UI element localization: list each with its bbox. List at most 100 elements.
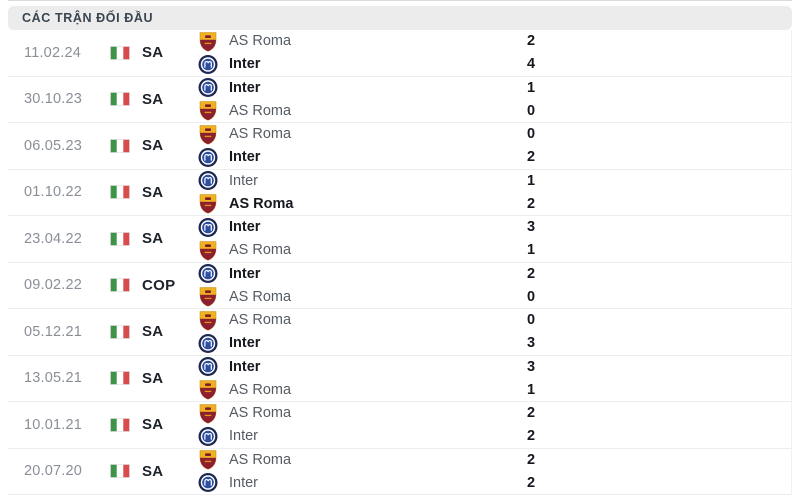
team-row-bottom: AS Roma <box>198 193 498 214</box>
italy-flag-icon <box>110 232 130 246</box>
italy-flag-icon <box>110 371 130 385</box>
team-name: Inter <box>229 474 259 491</box>
team-name: Inter <box>229 172 259 189</box>
score-column: 2 4 <box>527 30 551 76</box>
match-row[interactable]: 09.02.22 COP Inter AS Roma 2 0 <box>8 262 791 309</box>
score-bottom: 2 <box>527 195 536 212</box>
teams-column: Inter AS Roma <box>198 216 498 262</box>
as-roma-logo <box>198 379 218 400</box>
team-name: AS Roma <box>229 33 292 50</box>
match-row[interactable]: 06.05.23 SA AS Roma Inter 0 2 <box>8 123 791 170</box>
competition-label: SA <box>142 90 164 108</box>
as-roma-logo <box>198 124 218 145</box>
inter-logo <box>198 333 218 354</box>
score-top: 2 <box>527 405 536 422</box>
team-name: Inter <box>229 428 259 445</box>
italy-flag-icon <box>110 278 130 292</box>
team-row-top: AS Roma <box>198 310 498 331</box>
as-roma-logo <box>198 240 218 261</box>
score-bottom: 2 <box>527 149 536 166</box>
teams-column: Inter AS Roma <box>198 263 498 309</box>
inter-logo <box>198 77 218 98</box>
competition-label: SA <box>142 137 164 155</box>
teams-column: AS Roma Inter <box>198 449 498 495</box>
competition-label: SA <box>142 44 164 62</box>
matches-list: 11.02.24 SA AS Roma Inter 2 4 30.10.23 S… <box>8 30 792 495</box>
inter-logo <box>198 426 218 447</box>
score-top: 0 <box>527 126 536 143</box>
as-roma-logo <box>198 193 218 214</box>
italy-flag-icon <box>110 46 130 60</box>
team-row-top: Inter <box>198 77 498 98</box>
inter-logo <box>198 217 218 238</box>
italy-flag-icon <box>110 185 130 199</box>
as-roma-logo <box>198 31 218 52</box>
team-name: Inter <box>229 219 261 236</box>
match-date: 10.01.21 <box>24 416 83 433</box>
match-date: 09.02.22 <box>24 277 83 294</box>
teams-column: Inter AS Roma <box>198 170 498 216</box>
team-name: Inter <box>229 335 261 352</box>
team-name: Inter <box>229 265 261 282</box>
score-column: 2 2 <box>527 449 551 495</box>
section-header: CÁC TRẬN ĐỐI ĐẦU <box>8 6 792 30</box>
top-divider <box>8 0 792 1</box>
inter-logo <box>198 472 218 493</box>
match-row[interactable]: 13.05.21 SA Inter AS Roma 3 1 <box>8 355 791 402</box>
as-roma-logo <box>198 403 218 424</box>
match-date: 05.12.21 <box>24 323 83 340</box>
score-top: 0 <box>527 312 536 329</box>
score-bottom: 3 <box>527 335 536 352</box>
italy-flag-icon <box>110 139 130 153</box>
as-roma-logo <box>198 100 218 121</box>
score-top: 3 <box>527 358 536 375</box>
score-column: 0 2 <box>527 123 551 169</box>
teams-column: AS Roma Inter <box>198 402 498 448</box>
score-top: 2 <box>527 265 536 282</box>
team-row-bottom: Inter <box>198 333 498 354</box>
match-row[interactable]: 11.02.24 SA AS Roma Inter 2 4 <box>8 30 791 77</box>
score-column: 1 0 <box>527 77 551 123</box>
match-row[interactable]: 23.04.22 SA Inter AS Roma 3 1 <box>8 216 791 263</box>
team-row-bottom: Inter <box>198 147 498 168</box>
match-row[interactable]: 30.10.23 SA Inter AS Roma 1 0 <box>8 76 791 123</box>
match-date: 01.10.22 <box>24 184 83 201</box>
head-to-head-widget: CÁC TRẬN ĐỐI ĐẦU 11.02.24 SA AS Roma Int… <box>8 0 792 495</box>
italy-flag-icon <box>110 464 130 478</box>
competition-label: SA <box>142 369 164 387</box>
team-row-top: Inter <box>198 170 498 191</box>
competition-label: SA <box>142 183 164 201</box>
team-name: AS Roma <box>229 102 292 119</box>
score-column: 0 3 <box>527 309 551 355</box>
team-name: AS Roma <box>229 288 292 305</box>
team-row-top: AS Roma <box>198 449 498 470</box>
score-bottom: 1 <box>527 381 536 398</box>
team-row-top: AS Roma <box>198 403 498 424</box>
team-row-bottom: Inter <box>198 472 498 493</box>
italy-flag-icon <box>110 325 130 339</box>
score-top: 3 <box>527 219 536 236</box>
match-date: 20.07.20 <box>24 463 83 480</box>
match-row[interactable]: 01.10.22 SA Inter AS Roma 1 2 <box>8 169 791 216</box>
team-name: AS Roma <box>229 451 292 468</box>
score-column: 2 2 <box>527 402 551 448</box>
team-row-bottom: Inter <box>198 54 498 75</box>
team-row-top: AS Roma <box>198 31 498 52</box>
team-row-bottom: AS Roma <box>198 100 498 121</box>
team-row-bottom: AS Roma <box>198 379 498 400</box>
team-row-top: AS Roma <box>198 124 498 145</box>
match-row[interactable]: 10.01.21 SA AS Roma Inter 2 2 <box>8 402 791 449</box>
team-name: Inter <box>229 79 261 96</box>
competition-label: SA <box>142 323 164 341</box>
team-name: AS Roma <box>229 126 292 143</box>
match-row[interactable]: 20.07.20 SA AS Roma Inter 2 2 <box>8 448 791 495</box>
teams-column: Inter AS Roma <box>198 77 498 123</box>
team-name: AS Roma <box>229 195 294 212</box>
match-row[interactable]: 05.12.21 SA AS Roma Inter 0 3 <box>8 309 791 356</box>
teams-column: AS Roma Inter <box>198 123 498 169</box>
team-name: AS Roma <box>229 312 292 329</box>
score-top: 2 <box>527 33 536 50</box>
score-bottom: 0 <box>527 102 536 119</box>
teams-column: AS Roma Inter <box>198 30 498 76</box>
team-name: AS Roma <box>229 242 292 259</box>
